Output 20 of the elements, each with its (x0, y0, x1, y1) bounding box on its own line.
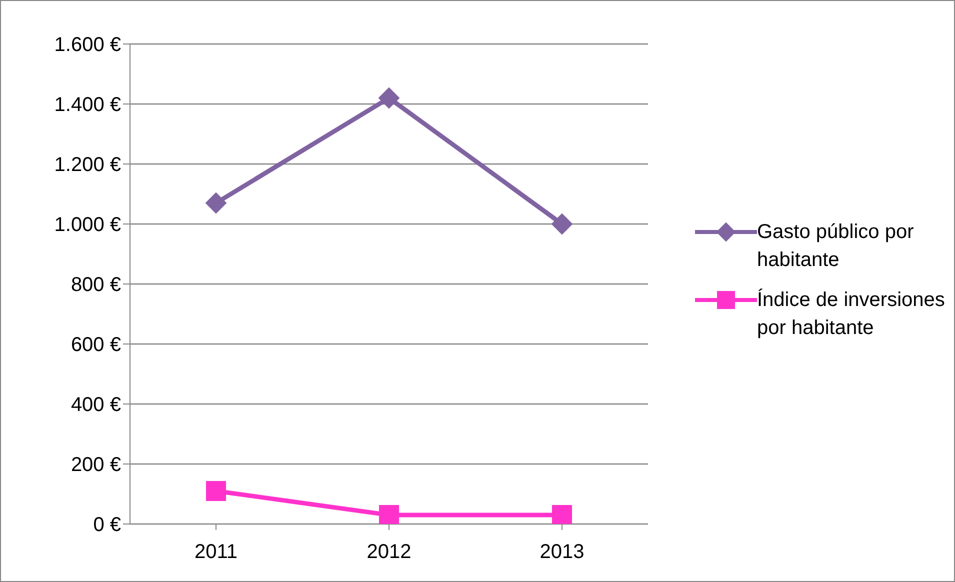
point (206, 481, 226, 501)
y-tick-label: 1.400 € (54, 94, 121, 116)
y-tick-label: 400 € (70, 394, 121, 416)
y-tick-label: 600 € (70, 334, 121, 356)
x-tick-label: 2013 (540, 541, 584, 564)
x-tick-label: 2011 (194, 541, 238, 564)
legend-label: Índice de inversiones por habitante (757, 288, 945, 341)
point (379, 505, 399, 524)
point (378, 88, 400, 108)
point (552, 214, 572, 234)
x-tick-label: 2012 (366, 541, 412, 564)
y-tick-label: 800 € (70, 274, 121, 296)
y-tick-label: 1.000 € (54, 214, 121, 236)
point (206, 192, 226, 214)
legend-label: Gasto público por habitante (757, 220, 915, 273)
y-tick-label: 1.200 € (54, 154, 121, 176)
point (552, 505, 572, 524)
y-tick-label: 1.600 € (54, 34, 121, 56)
y-tick-label: 0 € (93, 514, 121, 536)
y-tick-label: 200 € (70, 454, 121, 476)
